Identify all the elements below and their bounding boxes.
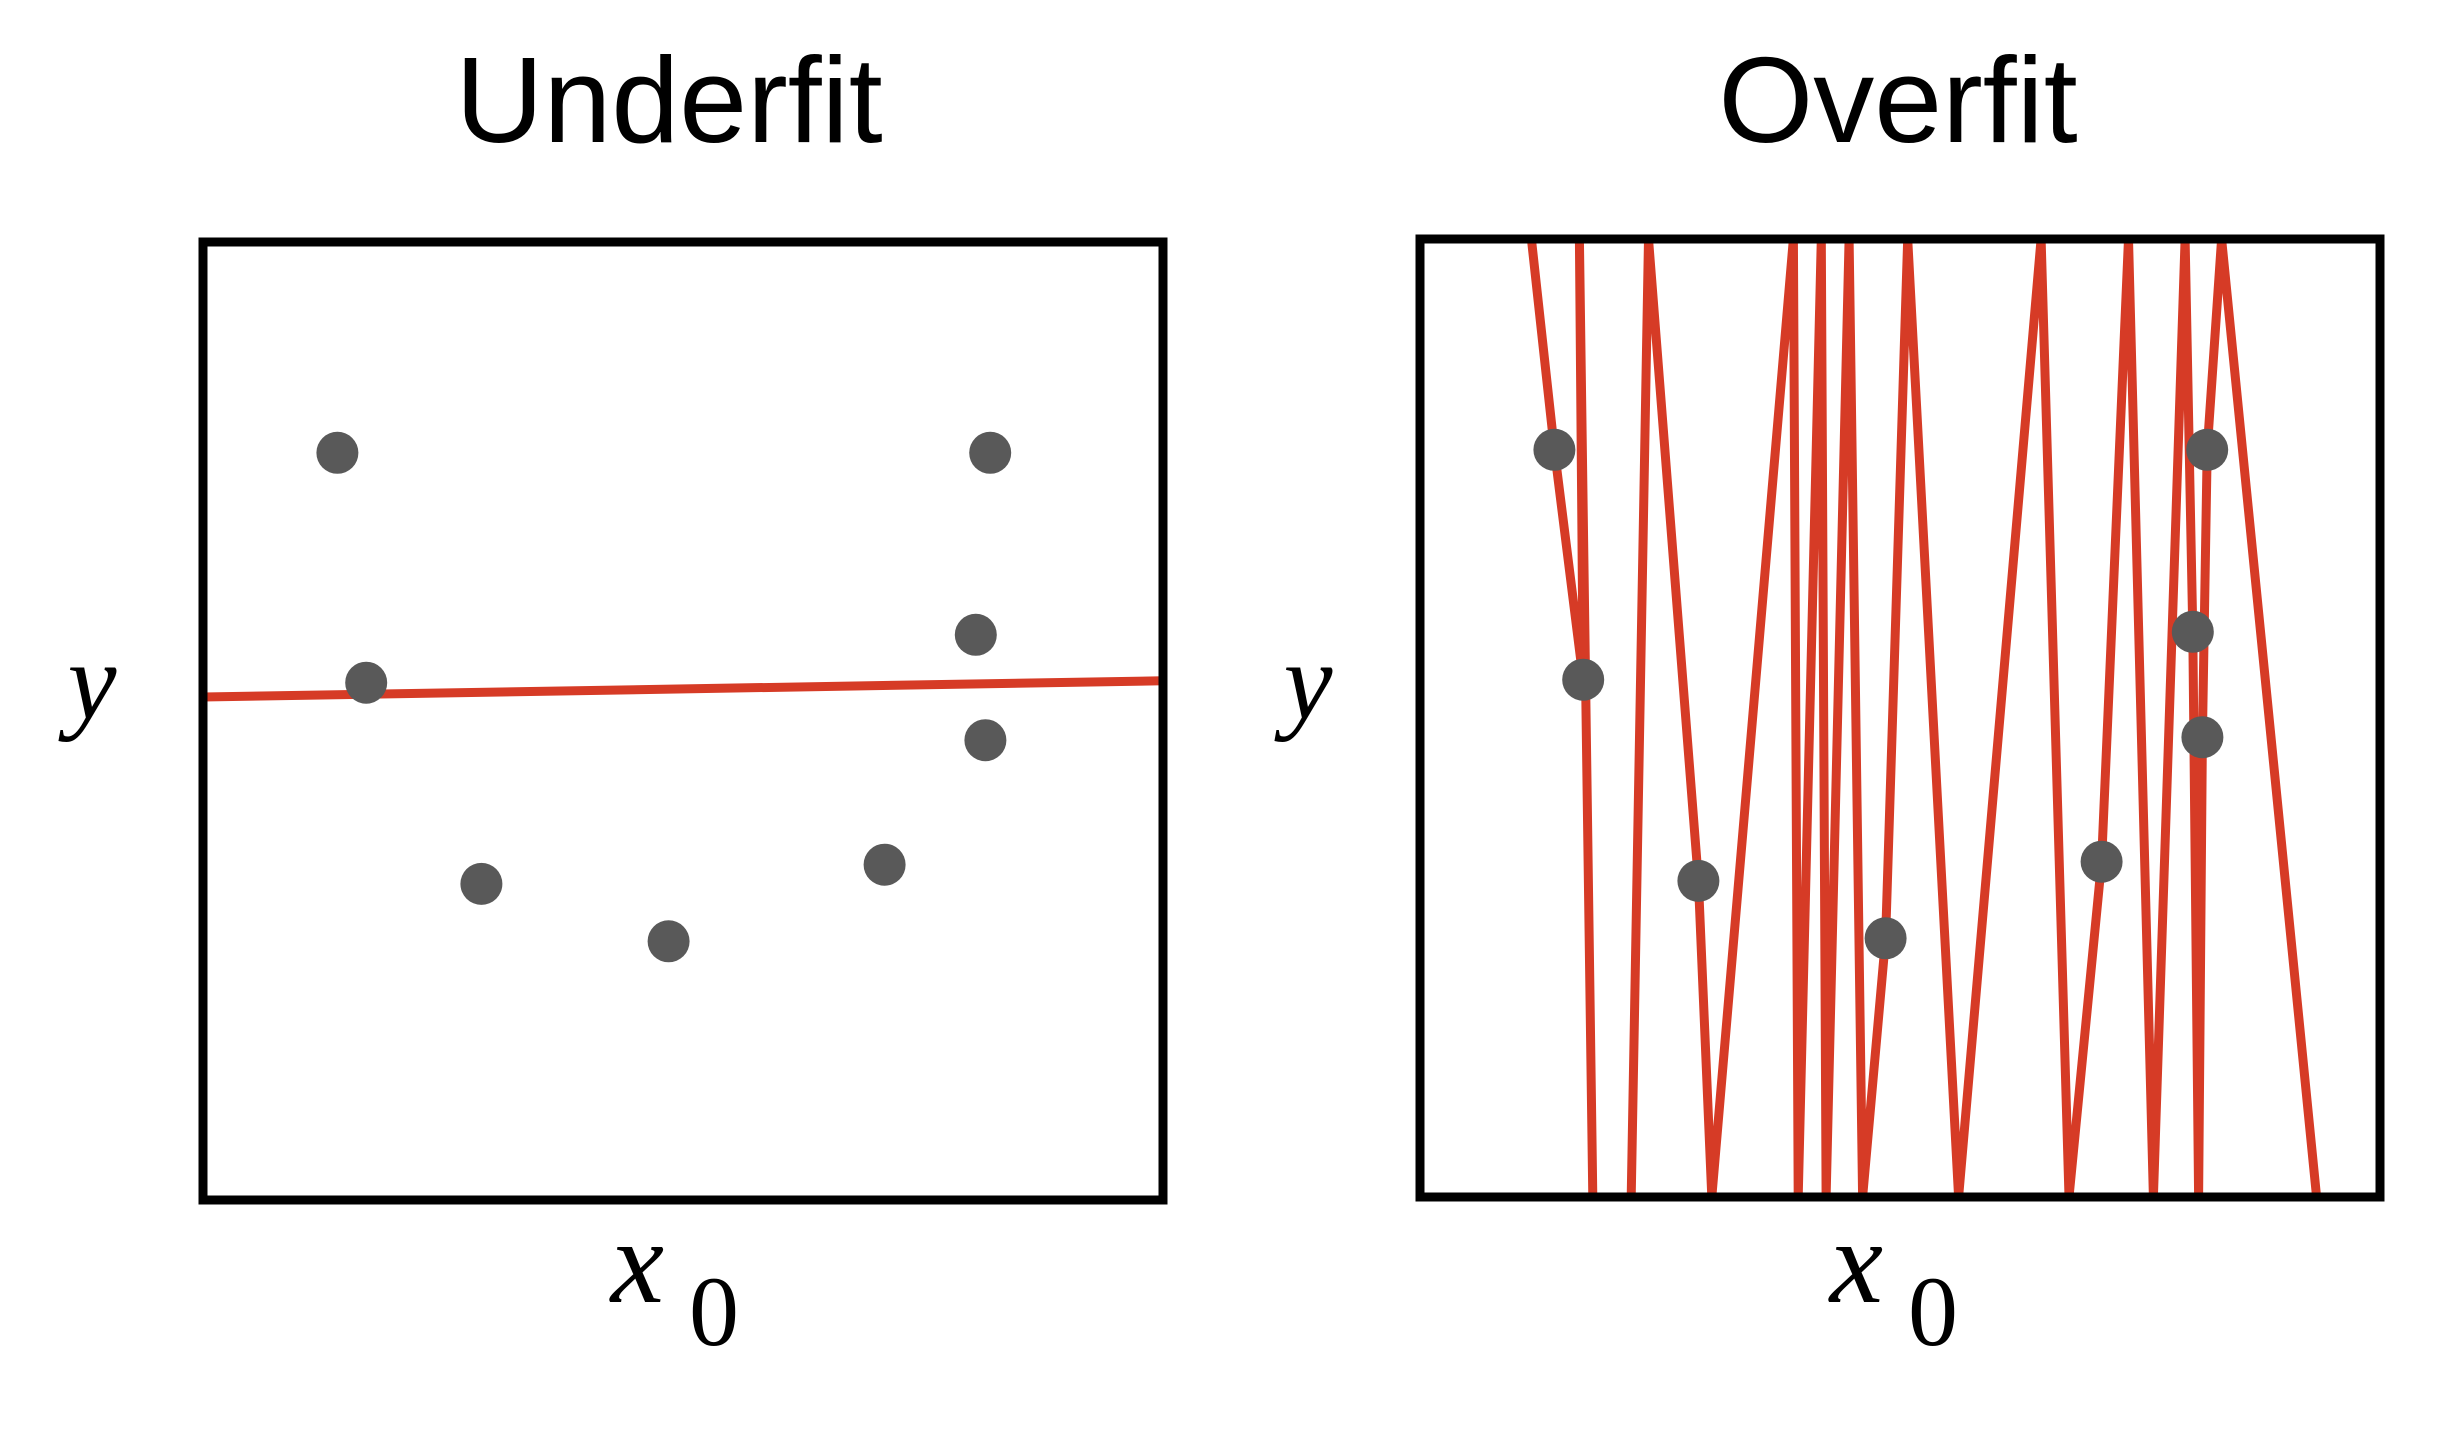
data-point-5 [2080,840,2123,883]
panel-title: Overfit [1718,32,2077,168]
plot-area [203,431,1163,963]
data-point-1 [316,431,359,474]
data-point-7 [2181,716,2224,759]
x-axis-label-var: x [609,1195,664,1328]
data-point-6 [2171,610,2214,653]
axes-frame [198,237,1168,1205]
x-axis-label: x 0 [609,1195,739,1367]
data-points [1533,428,2229,960]
data-point-3 [460,862,503,905]
x-axis-label: x 0 [1828,1195,1958,1367]
y-axis-label: y [1274,620,1333,742]
y-axis-label: y [58,620,117,742]
data-point-1 [1533,428,1576,471]
data-point-4 [1864,917,1907,960]
x-axis-label-subscript: 0 [689,1256,739,1367]
data-point-7 [964,719,1007,762]
plot-area [1526,239,2322,1197]
data-point-2 [1562,658,1605,701]
overfit-panel: Overfit y x 0 [1274,32,2385,1367]
x-axis-label-subscript: 0 [1908,1256,1958,1367]
panel-title: Underfit [455,32,882,168]
axes-frame [1415,234,2385,1202]
data-point-8 [969,431,1012,474]
x-axis-label-var: x [1828,1195,1883,1328]
data-point-6 [954,613,997,656]
data-point-8 [2186,428,2229,471]
data-points [316,431,1012,963]
data-point-4 [647,920,690,963]
underfit-panel: Underfit y x 0 [58,32,1168,1367]
data-point-2 [345,661,388,704]
data-point-5 [863,843,906,886]
data-point-3 [1677,859,1720,902]
